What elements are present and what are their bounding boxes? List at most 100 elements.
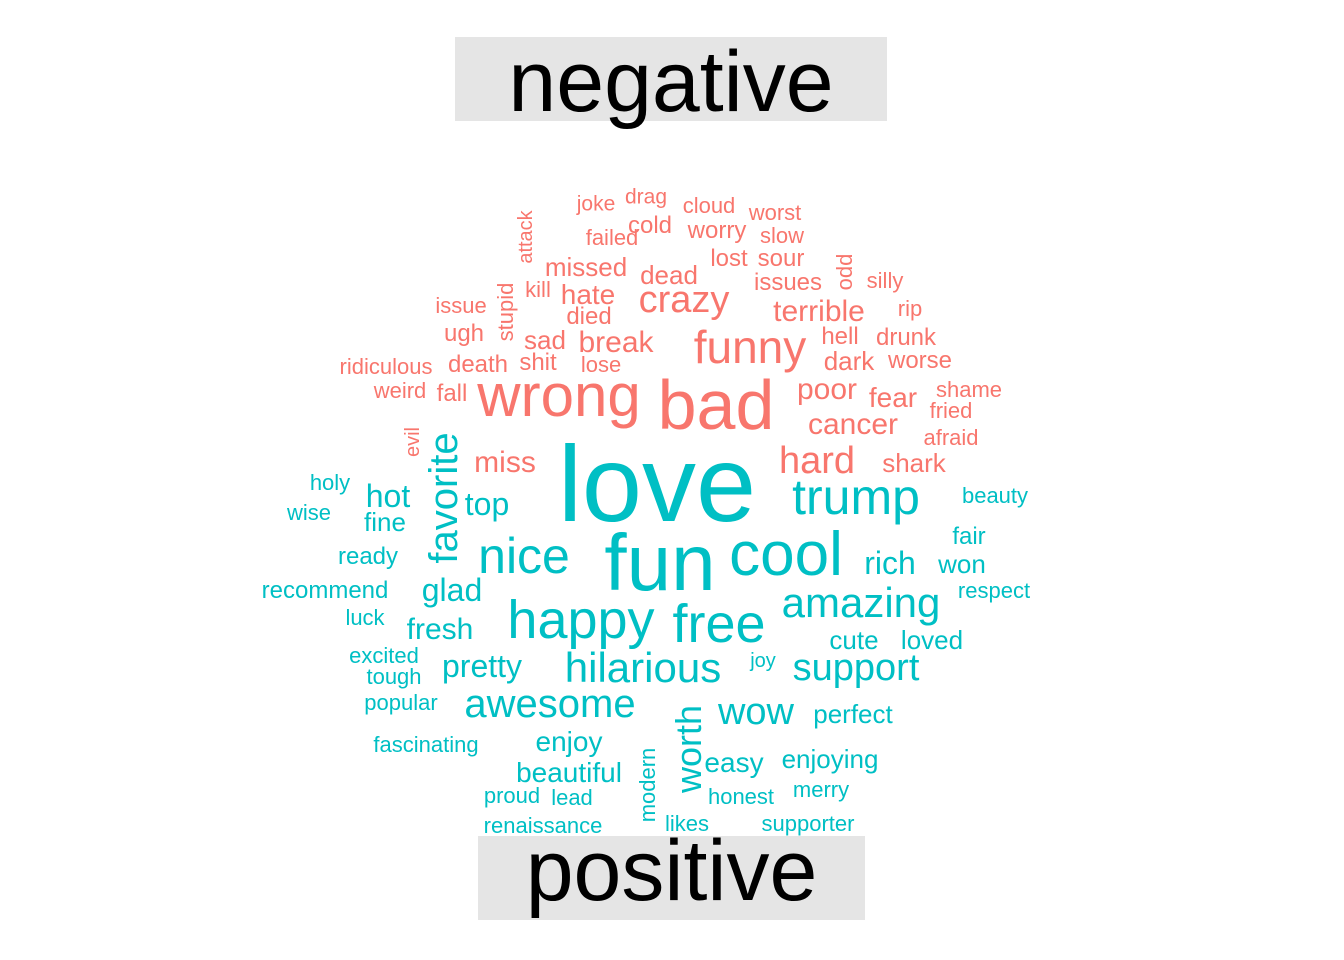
word-nice: nice bbox=[478, 528, 570, 584]
word-renaissance: renaissance bbox=[483, 813, 603, 838]
word-lost: lost bbox=[710, 245, 748, 272]
word-worth: worth bbox=[668, 704, 709, 794]
word-worse: worse bbox=[887, 347, 953, 374]
word-cloud: cloud bbox=[682, 193, 736, 218]
word-joke: joke bbox=[576, 192, 616, 216]
word-perfect: perfect bbox=[813, 699, 893, 729]
word-crazy: crazy bbox=[638, 279, 730, 321]
word-merry: merry bbox=[792, 777, 850, 802]
word-failed: failed bbox=[585, 225, 639, 250]
word-shit: shit bbox=[519, 349, 557, 376]
word-recommend: recommend bbox=[261, 577, 389, 604]
word-silly: silly bbox=[866, 268, 904, 293]
word-shark: shark bbox=[882, 448, 946, 478]
word-evil: evil bbox=[402, 426, 424, 458]
word-enjoying: enjoying bbox=[781, 744, 879, 774]
word-loved: loved bbox=[900, 625, 964, 655]
word-dead: dead bbox=[640, 260, 698, 290]
word-wrong: wrong bbox=[477, 362, 641, 429]
word-likes: likes bbox=[664, 811, 710, 836]
word-bad: bad bbox=[657, 366, 775, 444]
word-cancer: cancer bbox=[807, 408, 899, 441]
word-luck: luck bbox=[345, 605, 385, 630]
word-fear: fear bbox=[868, 382, 918, 413]
word-modern: modern bbox=[635, 747, 660, 823]
word-wow: wow bbox=[717, 691, 795, 733]
word-fine: fine bbox=[364, 507, 406, 537]
word-cute: cute bbox=[829, 625, 879, 655]
word-favorite: favorite bbox=[422, 432, 466, 564]
word-happy: happy bbox=[507, 590, 655, 650]
word-fresh: fresh bbox=[406, 613, 474, 646]
word-weird: weird bbox=[373, 378, 427, 403]
word-pretty: pretty bbox=[441, 648, 523, 684]
word-free: free bbox=[672, 594, 766, 654]
word-cool: cool bbox=[729, 520, 843, 589]
word-poor: poor bbox=[796, 373, 858, 406]
word-beauty: beauty bbox=[961, 483, 1029, 508]
word-fried: fried bbox=[929, 398, 973, 423]
word-drunk: drunk bbox=[875, 324, 937, 351]
word-kill: kill bbox=[525, 277, 551, 302]
word-top: top bbox=[464, 486, 510, 522]
word-issues: issues bbox=[753, 269, 823, 296]
word-fascinating: fascinating bbox=[373, 732, 479, 757]
positive-group-label: positive bbox=[478, 828, 865, 920]
word-wise: wise bbox=[286, 500, 332, 525]
word-afraid: afraid bbox=[923, 425, 979, 450]
word-ridiculous: ridiculous bbox=[339, 354, 433, 379]
word-funny: funny bbox=[693, 321, 807, 373]
word-proud: proud bbox=[483, 783, 541, 808]
word-worst: worst bbox=[748, 200, 802, 225]
word-issue: issue bbox=[435, 293, 487, 318]
word-stupid: stupid bbox=[493, 282, 518, 342]
word-love: love bbox=[557, 423, 757, 544]
word-rich: rich bbox=[864, 545, 916, 581]
word-sad: sad bbox=[524, 325, 566, 355]
word-popular: popular bbox=[364, 690, 438, 715]
word-awesome: awesome bbox=[464, 682, 636, 726]
word-sour: sour bbox=[757, 245, 805, 272]
word-rip: rip bbox=[897, 296, 923, 321]
word-dark: dark bbox=[823, 346, 875, 376]
word-attack: attack bbox=[515, 210, 537, 264]
word-worry: worry bbox=[687, 217, 747, 244]
word-ugh: ugh bbox=[443, 320, 485, 347]
word-beautiful: beautiful bbox=[516, 757, 622, 788]
word-joy: joy bbox=[750, 650, 776, 672]
word-support: support bbox=[792, 647, 920, 689]
word-died: died bbox=[566, 303, 612, 330]
word-terrible: terrible bbox=[773, 295, 865, 328]
negative-label-text: negative bbox=[508, 34, 834, 130]
word-hate: hate bbox=[560, 279, 616, 310]
positive-label-text: positive bbox=[525, 823, 818, 919]
word-slow: slow bbox=[759, 223, 805, 248]
word-hell: hell bbox=[821, 323, 859, 350]
word-break: break bbox=[578, 326, 654, 359]
word-lose: lose bbox=[580, 352, 622, 377]
word-fun: fun bbox=[604, 518, 716, 607]
word-fall: fall bbox=[436, 380, 468, 407]
negative-group-label: negative bbox=[455, 37, 887, 125]
word-fair: fair bbox=[952, 523, 986, 550]
word-supporter: supporter bbox=[761, 811, 855, 836]
word-hard: hard bbox=[778, 440, 856, 482]
word-honest: honest bbox=[707, 784, 775, 809]
word-respect: respect bbox=[957, 578, 1031, 603]
word-shame: shame bbox=[935, 377, 1003, 402]
word-ready: ready bbox=[337, 543, 399, 570]
word-odd: odd bbox=[832, 253, 857, 291]
word-amazing: amazing bbox=[781, 579, 941, 626]
word-trump: trump bbox=[792, 469, 920, 525]
word-drag: drag bbox=[624, 185, 668, 209]
word-cold: cold bbox=[627, 212, 673, 239]
word-death: death bbox=[447, 351, 509, 378]
word-lead: lead bbox=[551, 785, 593, 810]
word-excited: excited bbox=[349, 643, 419, 668]
word-hilarious: hilarious bbox=[564, 644, 722, 691]
word-glad: glad bbox=[421, 572, 483, 608]
word-tough: tough bbox=[366, 664, 422, 689]
word-enjoy: enjoy bbox=[535, 726, 603, 757]
word-miss: miss bbox=[474, 446, 536, 479]
